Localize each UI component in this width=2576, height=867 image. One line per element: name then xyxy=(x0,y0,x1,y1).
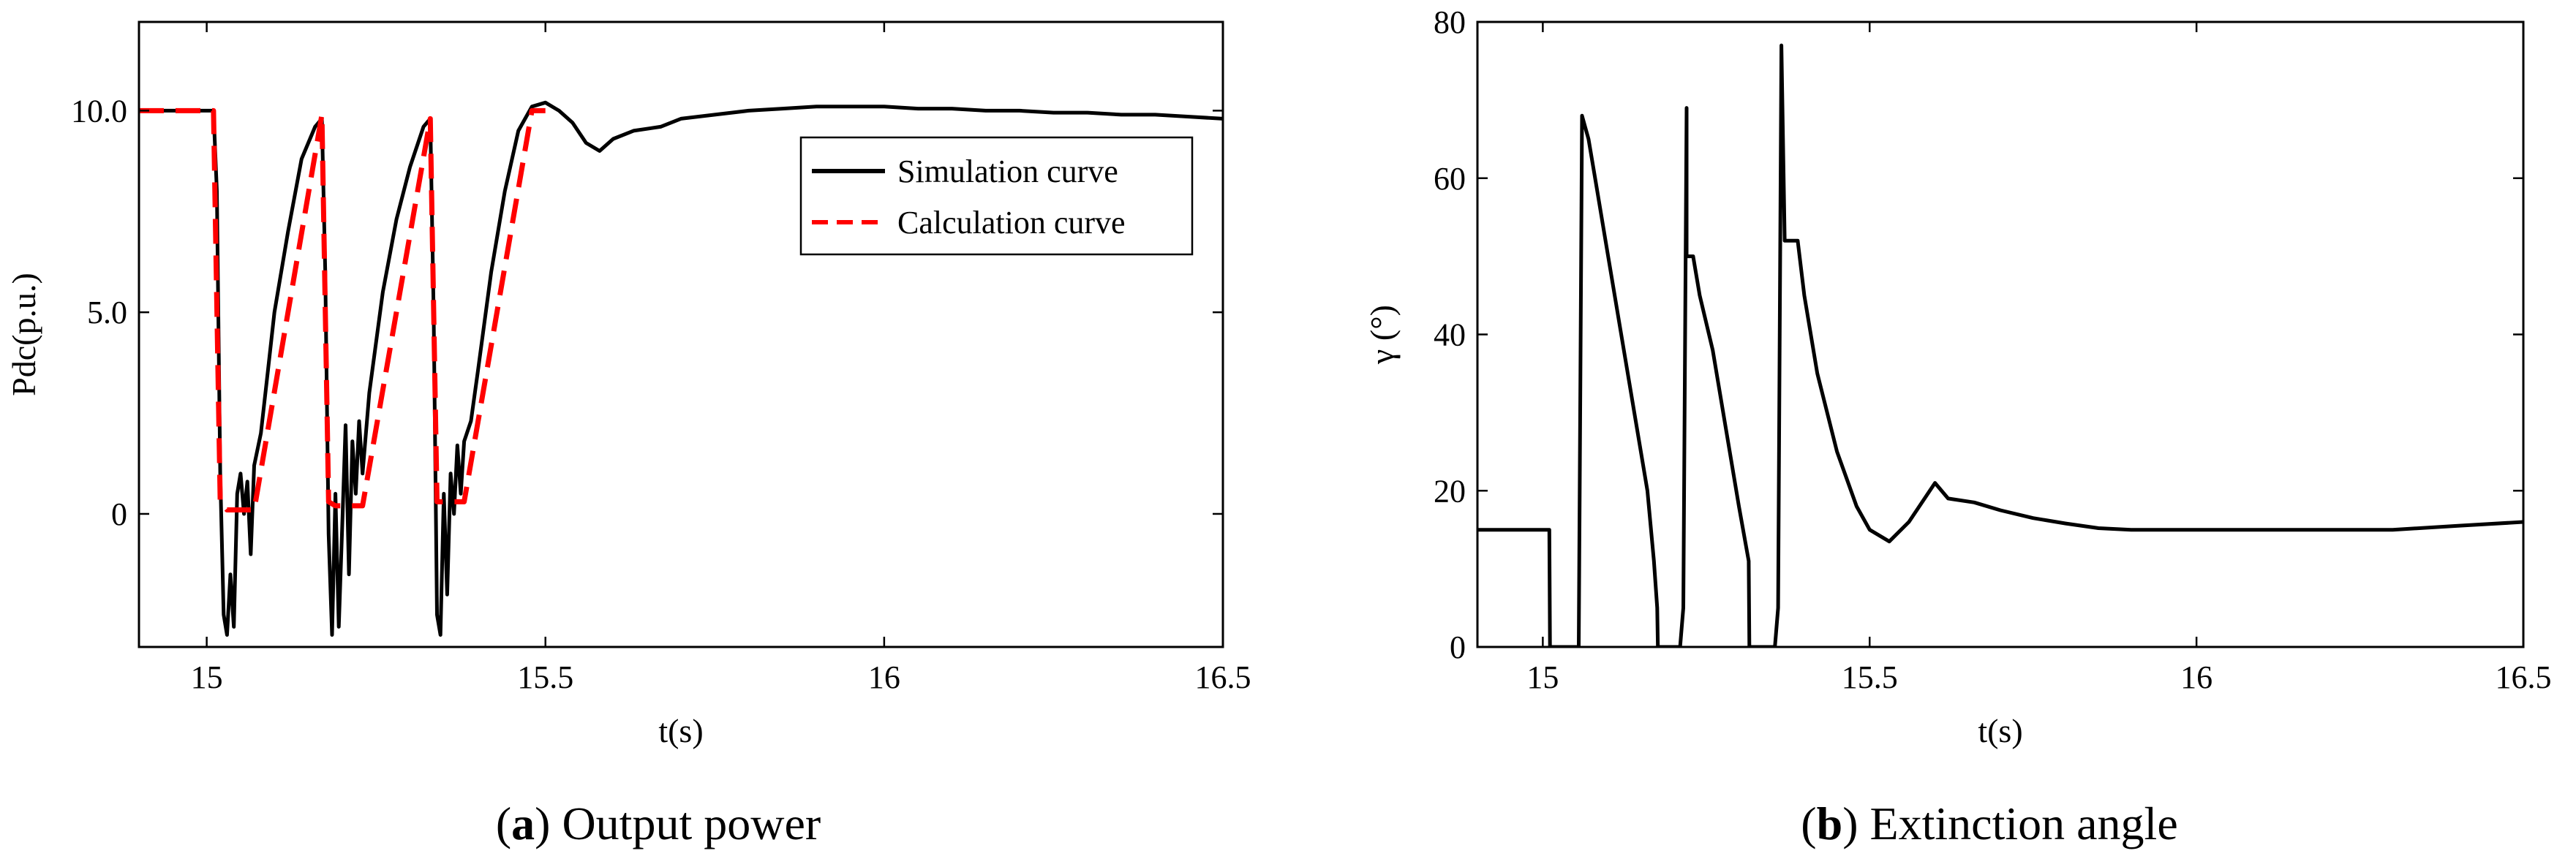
y-axis-ticks: 0 20 40 60 80 xyxy=(1434,4,2523,665)
x-axis-label: t(s) xyxy=(1978,712,2022,749)
x-tick-label: 16.5 xyxy=(1195,659,1251,695)
y-tick-label: 60 xyxy=(1434,161,1466,197)
y-tick: 80 xyxy=(1434,4,2523,40)
x-axis-ticks: 15 15.5 16 16.5 xyxy=(1526,22,2552,695)
legend: Simulation curve Calculation curve xyxy=(799,136,1194,256)
y-tick-label: 5.0 xyxy=(87,295,127,330)
y-tick: 60 xyxy=(1434,161,2523,197)
x-tick-label: 16 xyxy=(868,659,900,695)
series-line-0 xyxy=(1477,43,2523,647)
y-tick-label: 80 xyxy=(1434,4,1466,40)
y-tick: 10.0 xyxy=(71,93,1223,129)
series-line-1 xyxy=(139,107,546,512)
y-tick: 40 xyxy=(1434,317,2523,353)
y-tick: 20 xyxy=(1434,473,2523,509)
caption-b: (b) Extinction angle xyxy=(1801,798,2177,849)
plot-frame xyxy=(1476,20,2525,648)
y-tick-label: 40 xyxy=(1434,317,1466,353)
y-tick-label: 10.0 xyxy=(71,93,127,129)
y-tick: 0 xyxy=(111,496,1223,532)
x-axis-label: t(s) xyxy=(658,712,703,749)
x-tick-label: 15.5 xyxy=(1842,659,1898,695)
x-axis-ticks: 15 15.5 16 16.5 xyxy=(191,22,1251,695)
y-tick-label: 20 xyxy=(1434,473,1466,509)
y-tick: 0 xyxy=(1450,629,2523,665)
y-tick-label: 0 xyxy=(1450,629,1466,665)
series-lines xyxy=(1477,43,2523,647)
x-tick: 15 xyxy=(1526,22,1559,695)
y-axis-label: Pdc(p.u.) xyxy=(5,273,42,396)
plot-frame xyxy=(138,20,1224,648)
x-tick-label: 15 xyxy=(1526,659,1559,695)
x-tick: 16 xyxy=(868,22,900,695)
y-axis-ticks: 0 5.0 10.0 xyxy=(71,93,1223,532)
legend-box xyxy=(799,136,1194,256)
y-tick-label: 0 xyxy=(111,496,127,532)
x-tick: 15.5 xyxy=(517,22,573,695)
chart-output-power: 15 15.5 16 16.5 0 5.0 10.0 t(s) Pdc(p.u.) Sim… xyxy=(5,20,1251,849)
caption-letter: b xyxy=(1817,798,1843,849)
caption-text: Output power xyxy=(562,798,821,849)
y-axis-label: γ (°) xyxy=(1363,305,1401,365)
x-tick: 15.5 xyxy=(1842,22,1898,695)
chart-extinction-angle: 15 15.5 16 16.5 0 20 40 60 80 t(s) γ (°) (b) Ex… xyxy=(1363,4,2552,849)
series-lines xyxy=(139,100,1223,637)
x-tick-label: 15 xyxy=(191,659,223,695)
x-tick-label: 16.5 xyxy=(2496,659,2552,695)
caption-a: (a) Output power xyxy=(496,798,821,849)
x-tick: 16 xyxy=(2180,22,2212,695)
x-tick-label: 15.5 xyxy=(517,659,573,695)
legend-label-simulation: Simulation curve xyxy=(897,154,1118,189)
x-tick: 15 xyxy=(191,22,223,695)
x-tick-label: 16 xyxy=(2180,659,2212,695)
x-tick: 16.5 xyxy=(1195,22,1251,695)
x-tick: 16.5 xyxy=(2496,22,2552,695)
caption-letter: a xyxy=(511,798,535,849)
legend-label-calculation: Calculation curve xyxy=(897,205,1126,241)
caption-text: Extinction angle xyxy=(1870,798,2178,849)
y-tick: 5.0 xyxy=(87,295,1223,330)
